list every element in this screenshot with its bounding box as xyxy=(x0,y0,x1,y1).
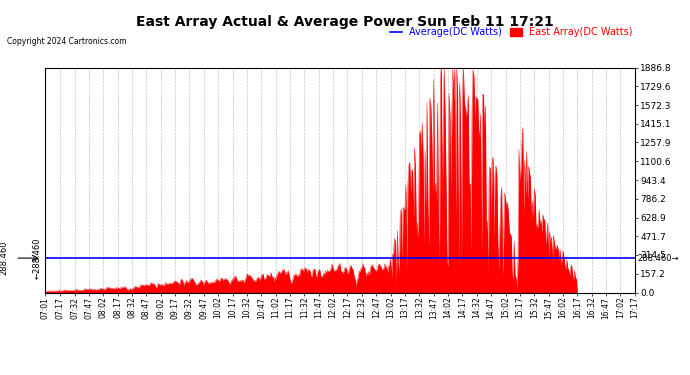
Text: Copyright 2024 Cartronics.com: Copyright 2024 Cartronics.com xyxy=(7,38,126,46)
Text: 288.460→: 288.460→ xyxy=(638,254,679,262)
Legend: Average(DC Watts), East Array(DC Watts): Average(DC Watts), East Array(DC Watts) xyxy=(386,24,637,41)
Text: ←288.460: ←288.460 xyxy=(33,237,42,279)
Text: East Array Actual & Average Power Sun Feb 11 17:21: East Array Actual & Average Power Sun Fe… xyxy=(136,15,554,29)
Text: 288.460: 288.460 xyxy=(0,241,8,275)
